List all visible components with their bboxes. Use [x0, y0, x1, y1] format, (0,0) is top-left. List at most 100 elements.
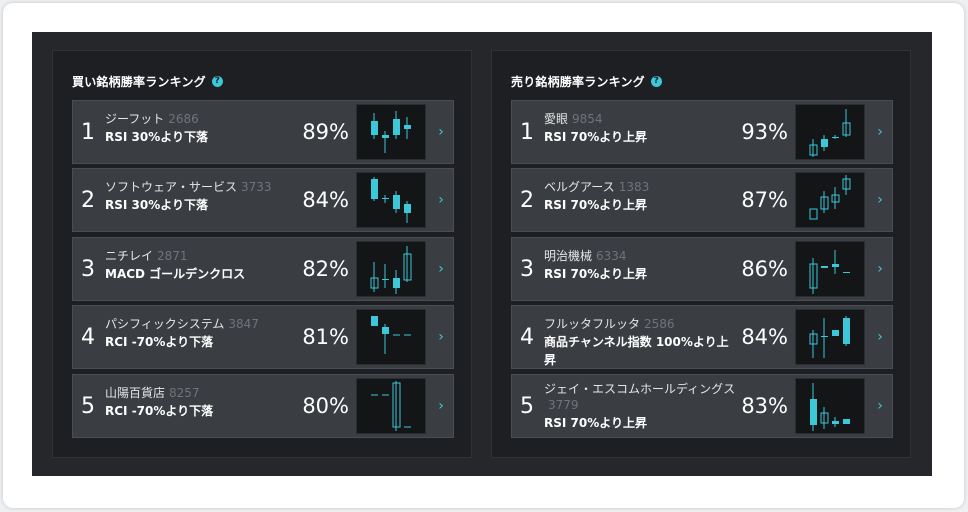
candlestick-thumbnail [795, 309, 865, 365]
ranking-row[interactable]: 5 山陽百貨店 8257 RCI -70%より下落 80% › [72, 374, 454, 438]
signal-condition: RCI -70%より下落 [105, 335, 214, 349]
candlestick-thumbnail [795, 378, 865, 434]
stock-name: ベルグアース [544, 180, 615, 194]
stock-code: 6334 [596, 249, 627, 263]
stock-name-line: ベルグアース 1383 [544, 179, 734, 195]
candlestick-thumbnail [356, 172, 426, 228]
candlestick-thumbnail [356, 378, 426, 434]
ranking-row[interactable]: 3 明治機械 6334 RSI 70%より上昇 86% › [511, 237, 893, 301]
win-rate: 87% [741, 188, 788, 212]
chevron-right-icon[interactable]: › [877, 398, 883, 414]
ranking-row[interactable]: 1 ジーフット 2686 RSI 30%より下落 89% [72, 100, 454, 164]
candle-body [371, 121, 378, 135]
stock-name-line: 明治機械 6334 [544, 248, 734, 264]
signal-condition: RCI -70%より下落 [105, 404, 214, 418]
stock-code: 9854 [572, 112, 603, 126]
win-rate: 81% [302, 325, 349, 349]
chevron-right-icon[interactable]: › [877, 124, 883, 140]
candlestick-thumbnail [356, 241, 426, 297]
win-rate: 84% [741, 325, 788, 349]
stock-code: 1383 [618, 180, 650, 194]
signal-condition: RSI 70%より上昇 [544, 416, 648, 430]
stock-name-line: 山陽百貨店 8257 [105, 385, 295, 401]
rank-number: 1 [520, 119, 534, 145]
rank-number: 3 [81, 256, 95, 282]
stock-code: 2586 [644, 317, 675, 331]
rank-number: 5 [81, 393, 95, 419]
rank-number: 2 [520, 187, 534, 213]
rank-number: 2 [81, 187, 95, 213]
stock-name: 愛眼 [544, 112, 569, 126]
stock-name: ソフトウェア・サービス [105, 180, 238, 194]
candle-body [382, 135, 389, 138]
stock-name-line: ソフトウェア・サービス 3733 [105, 179, 295, 195]
rank-number: 4 [81, 324, 95, 350]
signal-condition: RSI 30%より下落 [105, 130, 209, 144]
ranking-row[interactable]: 3 ニチレイ 2871 MACD ゴールデンクロス 82% [72, 237, 454, 301]
stock-name: ニチレイ [105, 249, 154, 263]
candlestick-thumbnail [795, 172, 865, 228]
panel-title: 売り銘柄勝率ランキング ? [511, 73, 662, 90]
signal-condition: MACD ゴールデンクロス [105, 267, 246, 281]
stock-code: 3847 [228, 317, 259, 331]
win-rate: 80% [302, 394, 349, 418]
sell-ranking-panel: 売り銘柄勝率ランキング ? 1 愛眼 9854 RSI 70%より上昇 93% [491, 50, 911, 458]
rank-number: 1 [81, 119, 95, 145]
candle-body [393, 119, 400, 135]
ranking-row[interactable]: 2 ベルグアース 1383 RSI 70%より上昇 87% [511, 168, 893, 232]
stock-name: 山陽百貨店 [105, 386, 166, 400]
panel-title: 買い銘柄勝率ランキング ? [72, 73, 223, 90]
win-rate: 82% [302, 257, 349, 281]
chevron-right-icon[interactable]: › [438, 398, 444, 414]
buy-ranking-title: 買い銘柄勝率ランキング [72, 75, 206, 89]
ranking-row[interactable]: 2 ソフトウェア・サービス 3733 RSI 30%より下落 84% [72, 168, 454, 232]
stock-code: 2871 [157, 249, 188, 263]
stock-code: 3733 [241, 180, 272, 194]
chevron-right-icon[interactable]: › [438, 192, 444, 208]
win-rate: 86% [741, 257, 788, 281]
win-rate: 93% [741, 120, 788, 144]
chevron-right-icon[interactable]: › [438, 329, 444, 345]
buy-ranking-panel: 買い銘柄勝率ランキング ? 1 ジーフット 2686 RSI 30%より下落 89… [52, 50, 472, 458]
stock-name: 明治機械 [544, 249, 593, 263]
ranking-row[interactable]: 4 パシフィックシステム 3847 RCI -70%より下落 81% [72, 305, 454, 369]
ranking-container: 買い銘柄勝率ランキング ? 1 ジーフット 2686 RSI 30%より下落 89… [32, 32, 932, 476]
signal-condition: 商品チャンネル指数 100%より上昇 [544, 335, 729, 367]
rank-number: 5 [520, 393, 534, 419]
ranking-row[interactable]: 1 愛眼 9854 RSI 70%より上昇 93% [511, 100, 893, 164]
stock-name-line: パシフィックシステム 3847 [105, 316, 295, 332]
chevron-right-icon[interactable]: › [877, 329, 883, 345]
signal-condition: RSI 70%より上昇 [544, 267, 648, 281]
stock-name-line: フルッタフルッタ 2586 [544, 316, 734, 332]
stock-name: パシフィックシステム [105, 317, 225, 331]
chevron-right-icon[interactable]: › [438, 124, 444, 140]
signal-condition: RSI 70%より上昇 [544, 198, 648, 212]
stock-name: フルッタフルッタ [544, 317, 641, 331]
win-rate: 84% [302, 188, 349, 212]
signal-condition: RSI 30%より下落 [105, 198, 209, 212]
chevron-right-icon[interactable]: › [877, 192, 883, 208]
chevron-right-icon[interactable]: › [438, 261, 444, 277]
stock-code: 3779 [548, 398, 579, 412]
stock-code: 2686 [168, 112, 199, 126]
ranking-row[interactable]: 4 フルッタフルッタ 2586 商品チャンネル指数 100%より上昇 84% [511, 305, 893, 369]
help-icon[interactable]: ? [650, 76, 662, 87]
stock-name-line: ニチレイ 2871 [105, 248, 295, 264]
stock-name: ジーフット [105, 112, 165, 126]
ranking-row[interactable]: 5 ジェイ・エスコムホールディングス 3779 RSI 70%より上昇 83% [511, 374, 893, 438]
candlestick-thumbnail [795, 241, 865, 297]
candlestick-thumbnail [356, 104, 426, 160]
signal-condition: RSI 70%より上昇 [544, 130, 648, 144]
win-rate: 83% [741, 394, 788, 418]
stock-name-line: 愛眼 9854 [544, 111, 734, 127]
candle-body [404, 125, 411, 129]
win-rate: 89% [302, 120, 349, 144]
candlestick-thumbnail [795, 104, 865, 160]
chevron-right-icon[interactable]: › [877, 261, 883, 277]
rank-number: 3 [520, 256, 534, 282]
stock-code: 8257 [169, 386, 200, 400]
stock-name: ジェイ・エスコムホールディングス [544, 382, 736, 396]
sell-ranking-title: 売り銘柄勝率ランキング [511, 75, 645, 89]
help-icon[interactable]: ? [211, 76, 223, 87]
stock-name-line: ジーフット 2686 [105, 111, 295, 127]
